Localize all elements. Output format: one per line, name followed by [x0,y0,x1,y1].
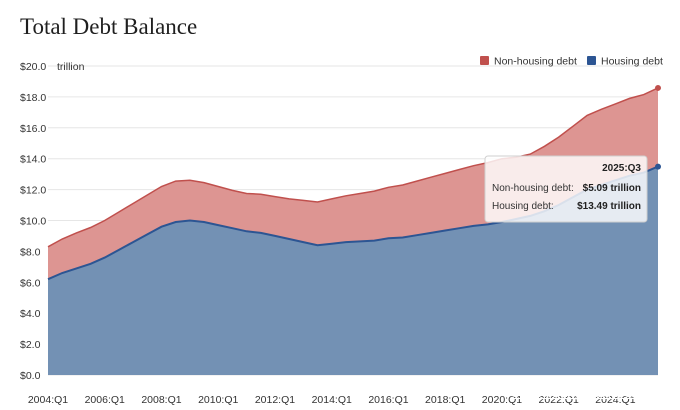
x-tick-label: 2024:Q1 [595,394,635,406]
y-tick-label: $20.0 [20,61,46,73]
y-tick-label: $6.0 [20,277,41,289]
non-housing-endpoint [655,84,661,91]
y-unit-label: trillion [57,61,85,73]
x-tick-label: 2022:Q1 [539,394,579,406]
x-tick-label: 2018:Q1 [425,394,465,406]
x-tick-label: 2020:Q1 [482,394,522,406]
tooltip-row-label: Housing debt: [492,201,554,212]
tooltip-layer: 2025:Q3 Non-housing debt: $5.09 trillion Ho… [484,155,648,223]
non-housing-line [47,87,659,248]
y-tick-label: $18.0 [20,92,46,104]
y-tick-label: $16.0 [20,123,46,135]
tooltip-row-label: Non-housing debt: [492,183,574,194]
axis-layer: $0.0 $2.0 $4.0 $6.0 $8.0 $10.0 $12.0 $14.0 $16.0… [20,61,636,406]
legend-swatch [587,56,596,65]
y-tick-label: $12.0 [20,185,46,197]
watermark-text: Guowaiwangzhuan.com [511,388,642,400]
y-tick-label: $10.0 [20,216,46,228]
chart-title: Total Debt Balance [20,14,198,39]
x-tick-label: 2006:Q1 [85,394,125,406]
housing-area [48,166,658,375]
x-tick-label: 2004:Q1 [28,394,68,406]
legend-swatch [480,56,489,65]
housing-endpoint [655,163,661,170]
area-layer [47,84,661,375]
legend-label: Housing debt [601,56,663,68]
x-tick-label: 2012:Q1 [255,394,295,406]
tooltip-row-value: $13.49 trillion [577,201,641,212]
y-tick-label: $8.0 [20,246,41,258]
tooltip-title: 2025:Q3 [602,163,641,174]
tooltip-box [484,155,648,223]
y-tick-label: $4.0 [20,308,41,320]
y-tick-label: $2.0 [20,339,41,351]
x-tick-label: 2016:Q1 [368,394,408,406]
y-tick-label: $14.0 [20,154,46,166]
tooltip-row-value: $5.09 trillion [583,183,641,194]
x-tick-label: 2010:Q1 [198,394,238,406]
y-tick-label: $0.0 [20,370,41,382]
legend-label: Non-housing debt [494,56,577,68]
x-tick-label: 2008:Q1 [141,394,181,406]
legend-layer: Non-housing debt Housing debt [480,56,663,68]
x-tick-label: 2014:Q1 [312,394,352,406]
